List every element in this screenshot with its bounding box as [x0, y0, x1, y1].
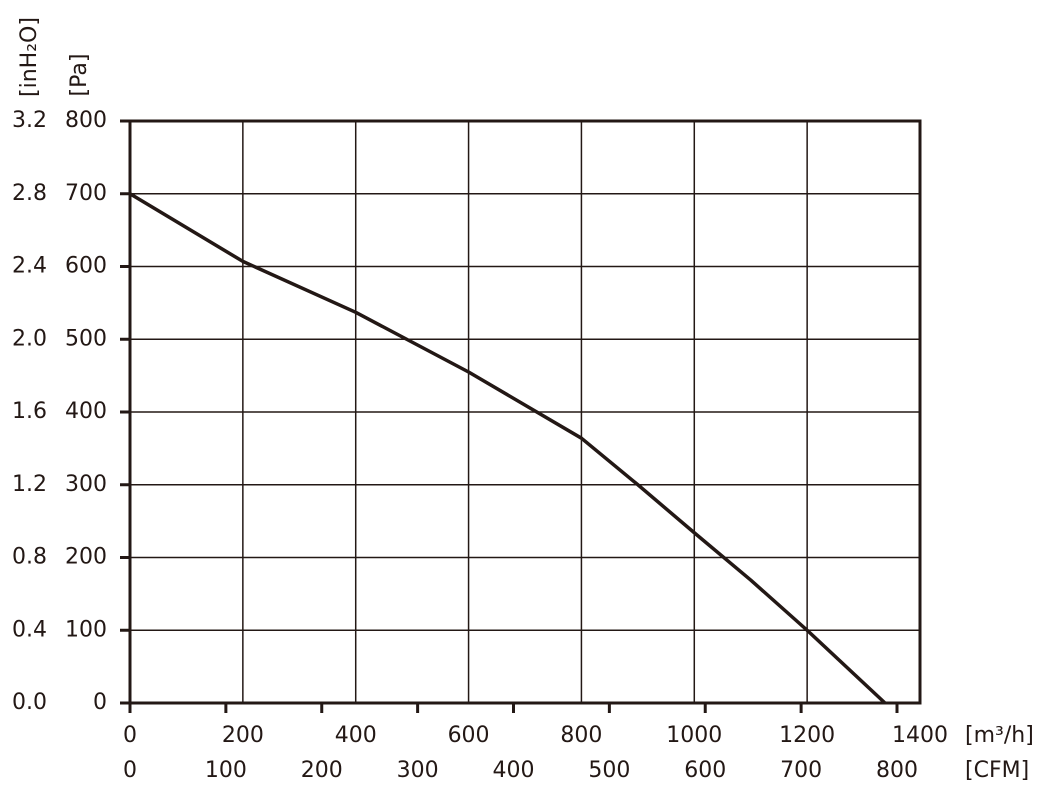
x2-tick-label: 700 [780, 758, 822, 783]
x2-tick-label: 0 [123, 758, 137, 783]
y2-tick-label: 1.2 [12, 472, 47, 497]
y-axis-label: [Pa] [67, 54, 92, 97]
y-tick-label: 200 [65, 545, 107, 570]
y-tick-label: 300 [65, 472, 107, 497]
y-tick-label: 400 [65, 399, 107, 424]
y2-tick-label: 3.2 [12, 108, 47, 133]
y2-axis-label: [inH₂O] [17, 17, 42, 97]
x2-tick-label: 100 [205, 758, 247, 783]
y-tick-label: 800 [65, 108, 107, 133]
x-tick-label: 600 [448, 723, 490, 748]
x2-tick-label: 200 [301, 758, 343, 783]
x-axis-label: [m³/h] [965, 723, 1034, 748]
y2-tick-label: 2.0 [12, 326, 47, 351]
x-tick-label: 1400 [892, 723, 948, 748]
x-tick-label: 400 [335, 723, 377, 748]
x2-tick-label: 300 [397, 758, 439, 783]
plot-frame [128, 119, 922, 705]
y2-tick-label: 2.4 [12, 254, 47, 279]
x2-tick-label: 800 [876, 758, 918, 783]
y-tick-label: 500 [65, 326, 107, 351]
x2-tick-label: 500 [588, 758, 630, 783]
y2-tick-label: 1.6 [12, 399, 47, 424]
y-tick-label: 0 [93, 690, 107, 715]
x2-tick-label: 400 [492, 758, 534, 783]
y-tick-label: 100 [65, 617, 107, 642]
y-tick-label: 700 [65, 181, 107, 206]
x-tick-label: 1000 [666, 723, 722, 748]
data-line [129, 192, 887, 705]
x-tick-label: 200 [222, 723, 264, 748]
x-tick-label: 0 [123, 723, 137, 748]
y2-tick-label: 2.8 [12, 181, 47, 206]
x2-tick-label: 600 [684, 758, 726, 783]
y-tick-label: 600 [65, 254, 107, 279]
x-tick-label: 800 [560, 723, 602, 748]
x-tick-label: 1200 [779, 723, 835, 748]
y2-tick-label: 0.8 [12, 545, 47, 570]
y2-tick-label: 0.4 [12, 617, 47, 642]
x2-axis-label: [CFM] [965, 758, 1029, 783]
y2-tick-label: 0.0 [12, 690, 47, 715]
